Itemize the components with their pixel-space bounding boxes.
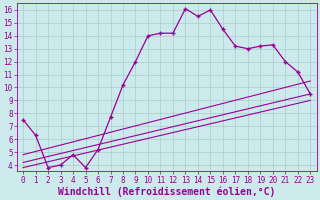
X-axis label: Windchill (Refroidissement éolien,°C): Windchill (Refroidissement éolien,°C) [58,186,276,197]
